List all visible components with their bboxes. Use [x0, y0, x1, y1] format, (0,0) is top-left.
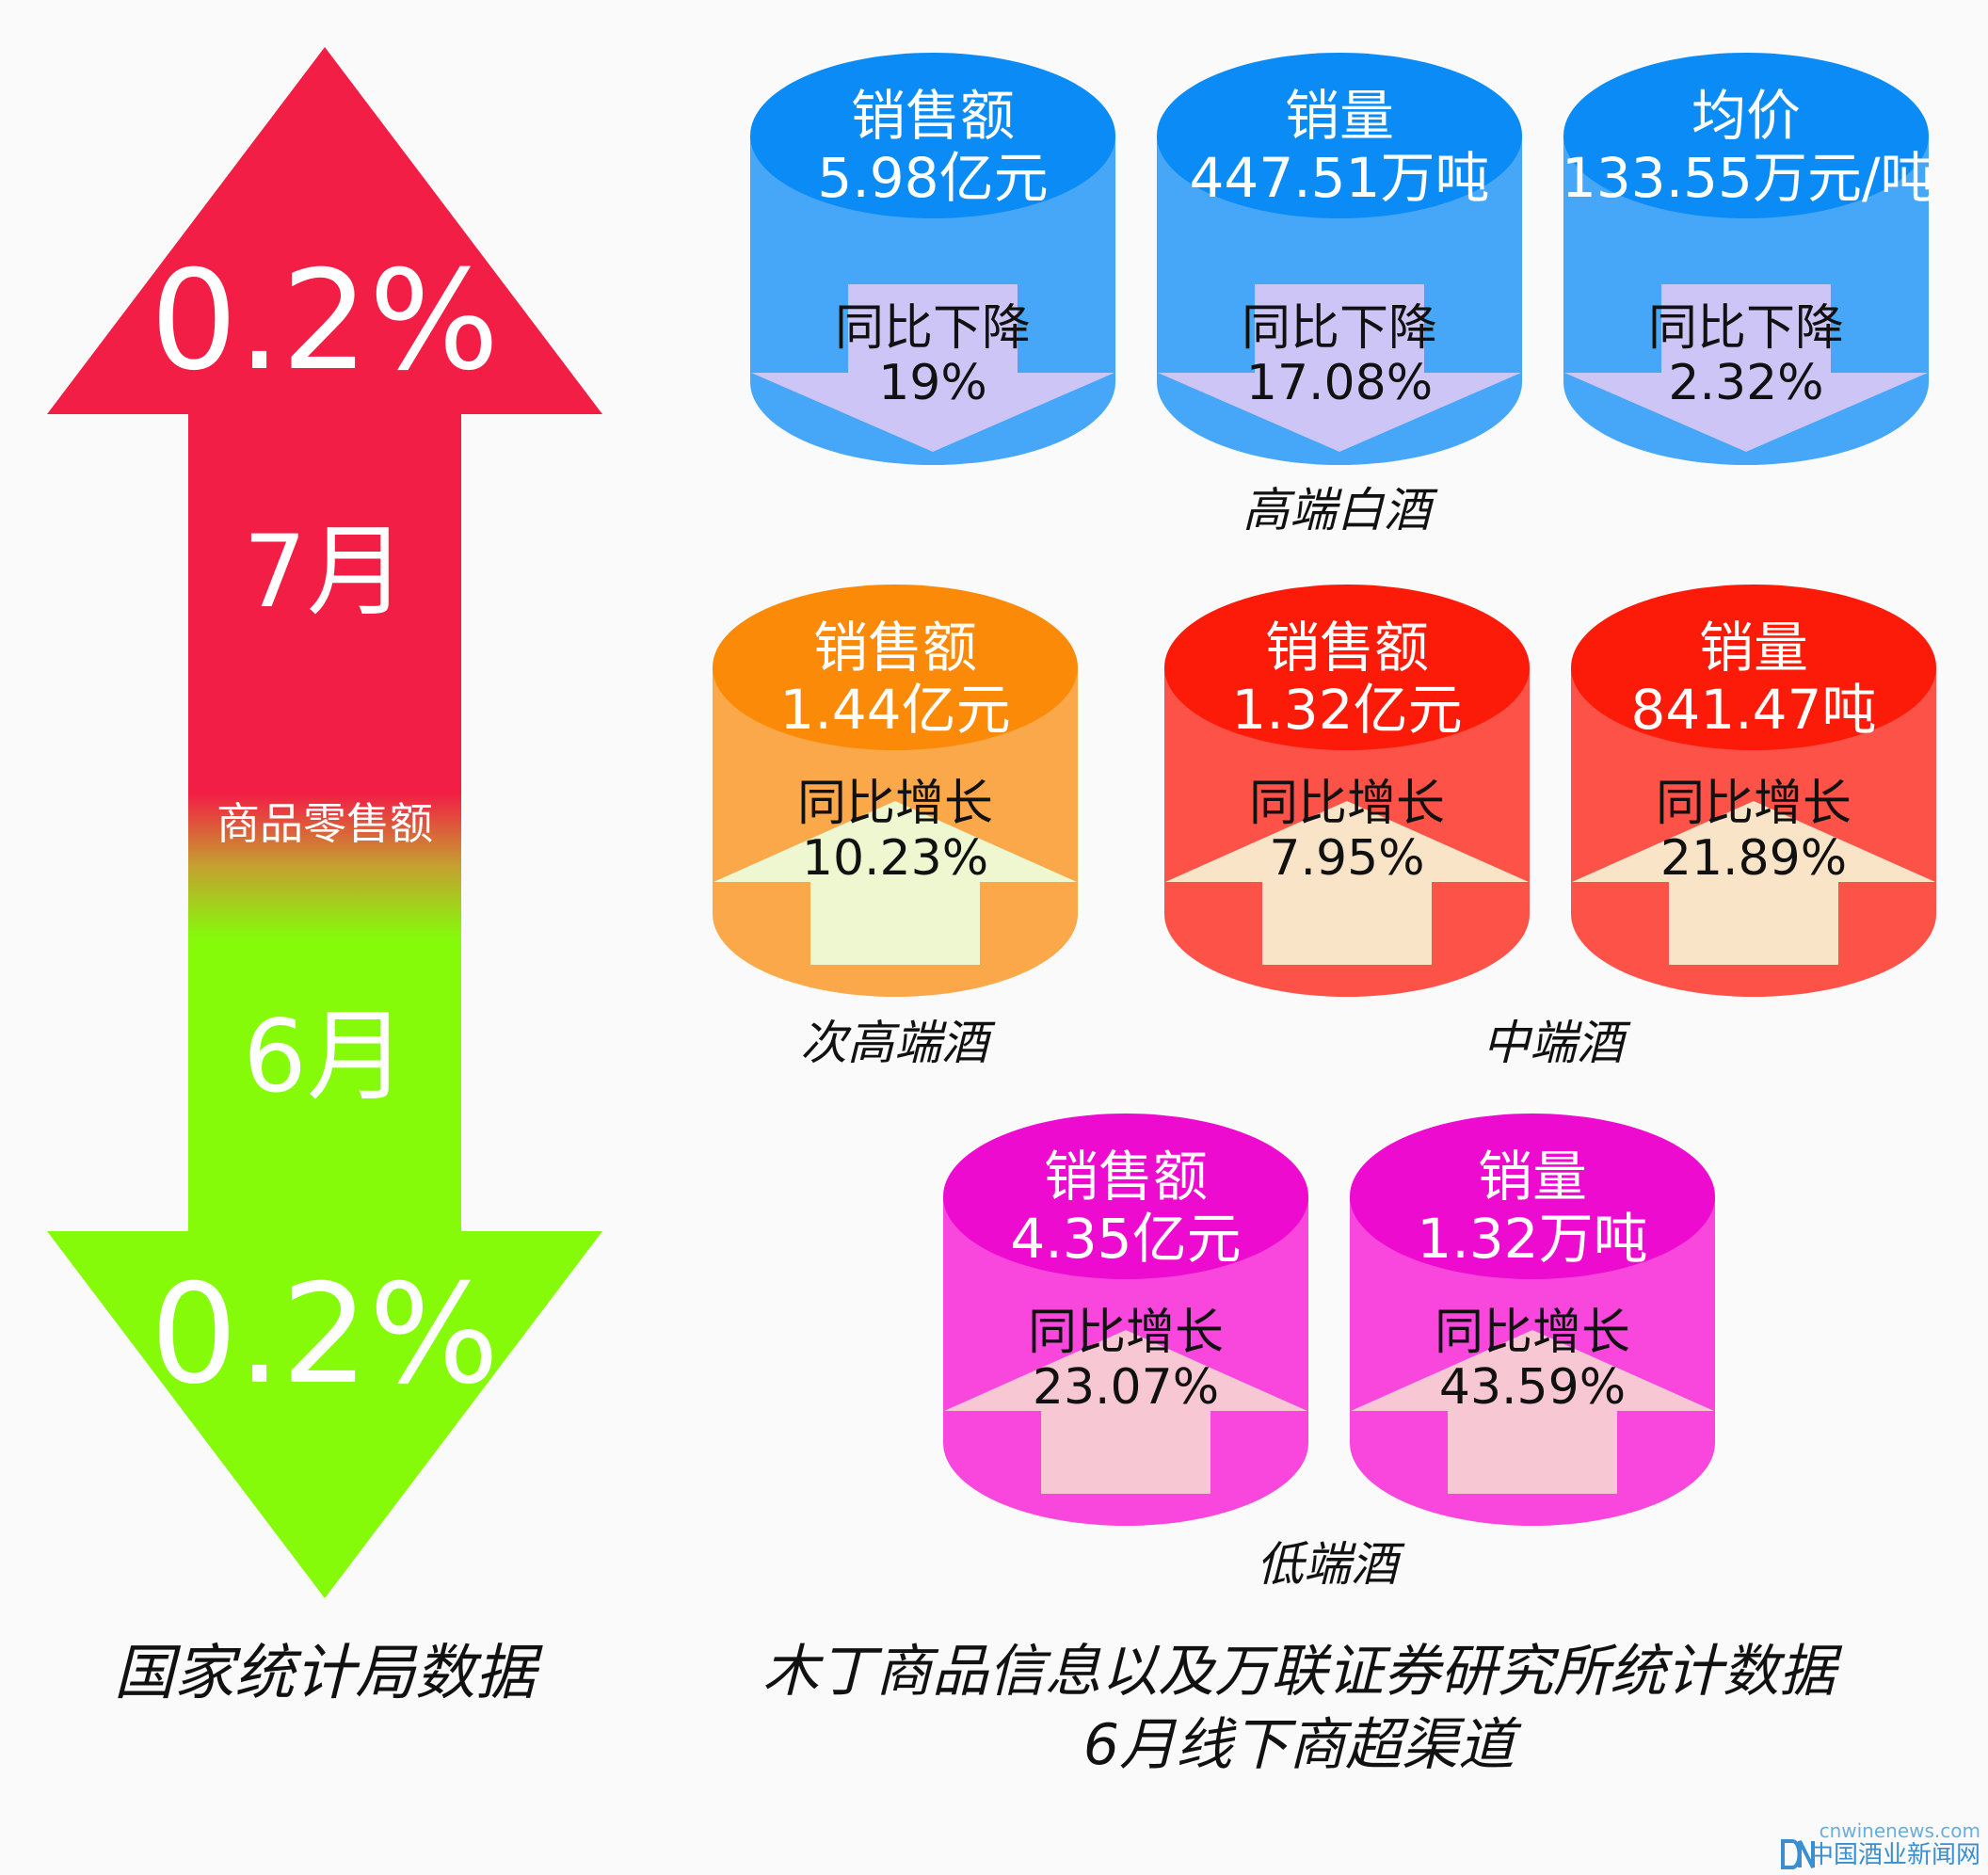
- cylinder-metric-block: 销售额 4.35亿元: [941, 1146, 1310, 1270]
- cylinder-top: [1563, 53, 1929, 218]
- cylinder-metric-block: 均价 133.55万元/吨: [1562, 84, 1935, 210]
- trend-value: 43.59%: [1438, 1359, 1627, 1416]
- watermark-name: 中国酒业新闻网: [1808, 1841, 1980, 1869]
- cylinder-top: [1350, 1114, 1715, 1279]
- arrow-up-icon: [1351, 1330, 1714, 1494]
- metric-value: 5.98亿元: [817, 146, 1049, 210]
- trend-label: 同比增长: [1248, 776, 1445, 832]
- site-logo-icon: [1781, 1839, 1815, 1869]
- cylinder-trend-block: 同比下降 17.08%: [1155, 301, 1524, 410]
- trend-label: 同比增长: [796, 776, 993, 832]
- cylinder-shape: [1164, 585, 1530, 997]
- cylinder-trend-block: 同比增长 21.89%: [1569, 777, 1938, 886]
- cylinder-metric-block: 销量 447.51万吨: [1155, 85, 1524, 209]
- metric-value: 4.35亿元: [1010, 1207, 1242, 1271]
- cylinder-metric-block: 销售额 5.98亿元: [748, 85, 1117, 209]
- cylinder-shape: [1563, 53, 1929, 465]
- trend-label: 同比增长: [1655, 776, 1852, 832]
- cylinder-shape: [750, 53, 1115, 465]
- arrow-up-icon: [944, 1330, 1307, 1494]
- june-label: 6月: [243, 999, 407, 1114]
- group-label-high-end: 高端白酒: [1242, 483, 1431, 537]
- cylinder-shape: [1571, 585, 1936, 997]
- cylinder-sub-high-end-1: 销售额 1.44亿元同比增长 10.23%: [711, 579, 1080, 1002]
- metric-name: 销量: [1477, 1145, 1587, 1209]
- trend-label: 同比下降: [1647, 300, 1844, 357]
- cylinder-high-end-2: 销量 447.51万吨同比下降 17.08%: [1155, 47, 1524, 471]
- metric-name: 销售额: [850, 84, 1015, 148]
- metric-value: 447.51万吨: [1189, 146, 1490, 210]
- cylinder-top: [750, 53, 1115, 218]
- watermark-domain: cnwinenews.com: [1819, 1819, 1980, 1842]
- cylinder-metric-block: 销量 1.32万吨: [1348, 1146, 1717, 1270]
- metric-name: 销售额: [1043, 1145, 1208, 1209]
- june-change-value: 0.2%: [150, 1255, 500, 1415]
- metric-name: 均价: [1691, 84, 1801, 148]
- metric-name: 销量: [1284, 84, 1394, 148]
- trend-value: 23.07%: [1032, 1359, 1220, 1416]
- trend-value: 2.32%: [1668, 355, 1824, 411]
- metric-name: 销售额: [1264, 616, 1429, 680]
- cylinder-metric-block: 销售额 1.44亿元: [711, 617, 1080, 741]
- trend-label: 同比下降: [834, 300, 1031, 357]
- cylinder-trend-block: 同比下降 19%: [748, 301, 1117, 410]
- group-label-sub-high-end: 次高端酒: [800, 1016, 988, 1070]
- arrow-up-icon: [1572, 801, 1935, 965]
- metric-value: 1.32万吨: [1417, 1207, 1648, 1271]
- cylinder-top: [1157, 53, 1522, 218]
- cylinder-shape: [713, 585, 1078, 997]
- arrow-up-icon: [713, 801, 1077, 965]
- cylinder-high-end-1: 销售额 5.98亿元同比下降 19%: [748, 47, 1117, 471]
- cylinder-trend-block: 同比增长 10.23%: [711, 777, 1080, 886]
- july-label: 7月: [243, 514, 407, 630]
- metric-value: 133.55万元/吨: [1562, 146, 1935, 210]
- cylinder-trend-block: 同比增长 7.95%: [1162, 777, 1531, 886]
- metric-name: 销售额: [812, 616, 977, 680]
- metric-value: 841.47吨: [1630, 678, 1877, 742]
- arrow-down-icon: [1158, 284, 1521, 452]
- source-line-2: 6月线下商超渠道: [1082, 1712, 1515, 1778]
- trend-label: 同比下降: [1241, 300, 1437, 357]
- up-down-arrow-shape: [47, 47, 602, 1598]
- metric-value: 1.32亿元: [1231, 678, 1463, 742]
- trend-value: 7.95%: [1269, 830, 1425, 887]
- group-label-low-end: 低端酒: [1257, 1537, 1398, 1592]
- cylinder-shape: [1157, 53, 1522, 465]
- cylinder-mid-range-1: 销售额 1.32亿元同比增长 7.95%: [1162, 579, 1531, 1002]
- trend-value: 21.89%: [1659, 830, 1848, 887]
- cylinder-high-end-3: 均价 133.55万元/吨同比下降 2.32%: [1562, 47, 1935, 471]
- trend-label: 同比增长: [1027, 1305, 1224, 1361]
- cylinder-trend-block: 同比增长 43.59%: [1348, 1306, 1717, 1415]
- metric-name: 销量: [1698, 616, 1808, 680]
- arrow-up-icon: [1165, 801, 1529, 965]
- group-label-mid-range: 中端酒: [1483, 1016, 1624, 1070]
- cylinder-top: [943, 1114, 1308, 1279]
- retail-sales-label: 商品零售额: [216, 798, 433, 849]
- cylinder-mid-range-2: 销量 841.47吨同比增长 21.89%: [1569, 579, 1938, 1002]
- cylinder-top: [1571, 585, 1936, 750]
- cylinder-metric-block: 销售额 1.32亿元: [1162, 617, 1531, 741]
- cylinder-top: [713, 585, 1078, 750]
- retail-sales-double-arrow: [47, 47, 602, 1598]
- site-watermark: cnwinenews.com 中国酒业新闻网: [1809, 1820, 1980, 1869]
- cylinder-low-end-1: 销售额 4.35亿元同比增长 23.07%: [941, 1108, 1310, 1531]
- cylinder-trend-block: 同比下降 2.32%: [1562, 301, 1931, 410]
- arrow-down-icon: [1564, 284, 1928, 452]
- cylinder-metric-block: 销量 841.47吨: [1569, 617, 1938, 741]
- cylinder-low-end-2: 销量 1.32万吨同比增长 43.59%: [1348, 1108, 1717, 1531]
- metric-value: 1.44亿元: [779, 678, 1011, 742]
- cylinder-trend-block: 同比增长 23.07%: [941, 1306, 1310, 1415]
- trend-value: 10.23%: [801, 830, 989, 887]
- july-change-value: 0.2%: [150, 241, 500, 401]
- trend-label: 同比增长: [1434, 1305, 1630, 1361]
- source-line-1: 木丁商品信息以及万联证券研究所统计数据: [762, 1639, 1836, 1705]
- cylinder-shape: [943, 1114, 1308, 1526]
- cylinder-top: [1164, 585, 1530, 750]
- cylinder-shape: [1350, 1114, 1715, 1526]
- arrow-down-icon: [751, 284, 1114, 452]
- trend-value: 19%: [878, 355, 987, 411]
- national-source-label: 国家统计局数据: [114, 1639, 536, 1708]
- trend-value: 17.08%: [1245, 355, 1434, 411]
